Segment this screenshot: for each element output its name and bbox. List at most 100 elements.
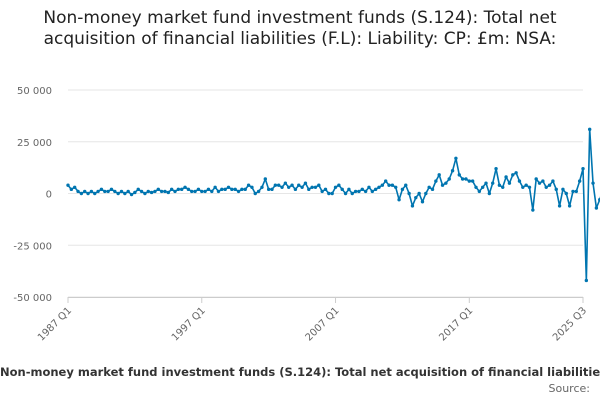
data-point[interactable] — [400, 187, 405, 192]
data-point[interactable] — [223, 187, 227, 192]
data-point[interactable] — [414, 195, 418, 200]
data-point[interactable] — [320, 189, 324, 194]
data-point[interactable] — [327, 191, 331, 196]
data-point[interactable] — [494, 166, 498, 171]
data-point[interactable] — [263, 177, 268, 181]
data-point[interactable] — [287, 185, 291, 189]
data-point[interactable] — [96, 189, 100, 194]
data-point[interactable] — [123, 191, 127, 196]
data-point[interactable] — [430, 187, 435, 192]
data-point[interactable] — [477, 189, 482, 194]
data-point[interactable] — [280, 185, 284, 189]
data-point[interactable] — [394, 185, 398, 189]
data-point[interactable] — [383, 179, 388, 183]
data-point[interactable] — [531, 208, 535, 212]
data-point[interactable] — [293, 187, 298, 192]
data-point[interactable] — [404, 183, 408, 187]
data-point[interactable] — [537, 181, 542, 185]
data-point[interactable] — [561, 187, 565, 192]
data-point[interactable] — [567, 204, 572, 208]
data-point[interactable] — [444, 181, 448, 185]
data-point[interactable] — [497, 183, 502, 187]
data-point[interactable] — [454, 156, 458, 161]
data-point[interactable] — [86, 191, 90, 196]
data-point[interactable] — [511, 173, 515, 177]
data-point[interactable] — [460, 177, 465, 181]
data-point[interactable] — [163, 189, 167, 194]
data-point[interactable] — [410, 204, 415, 208]
data-point[interactable] — [206, 187, 211, 192]
data-point[interactable] — [350, 191, 354, 196]
data-point[interactable] — [307, 187, 311, 192]
data-point[interactable] — [574, 189, 579, 194]
data-point[interactable] — [69, 187, 74, 192]
data-point[interactable] — [417, 191, 421, 196]
data-point[interactable] — [297, 183, 301, 187]
data-point[interactable] — [571, 189, 575, 194]
data-point[interactable] — [367, 185, 371, 189]
data-point[interactable] — [333, 185, 338, 189]
data-point[interactable] — [484, 181, 488, 185]
data-point[interactable] — [487, 191, 492, 196]
data-point[interactable] — [200, 189, 204, 194]
data-point[interactable] — [353, 189, 358, 194]
data-point[interactable] — [276, 183, 281, 187]
data-point[interactable] — [507, 181, 512, 185]
data-point[interactable] — [427, 185, 431, 189]
data-point[interactable] — [313, 185, 318, 189]
data-point[interactable] — [343, 191, 348, 196]
data-point[interactable] — [370, 189, 375, 194]
data-point[interactable] — [581, 166, 585, 171]
data-point[interactable] — [337, 183, 341, 187]
data-point[interactable] — [119, 189, 124, 194]
data-point[interactable] — [253, 191, 257, 196]
data-point[interactable] — [169, 187, 174, 192]
data-point[interactable] — [149, 190, 154, 195]
data-point[interactable] — [156, 187, 160, 192]
data-point[interactable] — [541, 179, 545, 183]
data-point[interactable] — [226, 185, 231, 189]
data-point[interactable] — [146, 189, 150, 194]
data-point[interactable] — [180, 187, 184, 192]
data-point[interactable] — [233, 187, 237, 192]
data-point[interactable] — [437, 173, 441, 177]
data-point[interactable] — [387, 183, 391, 187]
data-point[interactable] — [557, 204, 562, 208]
data-point[interactable] — [139, 189, 144, 194]
data-point[interactable] — [193, 189, 197, 194]
data-point[interactable] — [491, 181, 495, 185]
data-point[interactable] — [266, 187, 271, 192]
data-point[interactable] — [501, 185, 505, 189]
data-point[interactable] — [323, 187, 328, 192]
data-point[interactable] — [554, 187, 558, 192]
data-point[interactable] — [66, 183, 70, 187]
data-point[interactable] — [243, 187, 247, 192]
data-point[interactable] — [236, 189, 241, 194]
data-point[interactable] — [564, 191, 568, 196]
data-point[interactable] — [176, 187, 181, 192]
data-point[interactable] — [310, 185, 314, 189]
data-point[interactable] — [434, 179, 438, 183]
data-point[interactable] — [397, 198, 401, 202]
data-point[interactable] — [524, 183, 528, 187]
data-point[interactable] — [283, 181, 288, 185]
data-point[interactable] — [330, 191, 334, 196]
data-point[interactable] — [216, 189, 221, 194]
data-point[interactable] — [159, 189, 164, 194]
data-point[interactable] — [424, 191, 428, 196]
data-point[interactable] — [79, 191, 84, 196]
data-point[interactable] — [290, 183, 294, 187]
data-point[interactable] — [270, 187, 274, 192]
data-point[interactable] — [514, 171, 518, 175]
data-point[interactable] — [250, 185, 254, 189]
data-point[interactable] — [103, 189, 107, 194]
data-point[interactable] — [83, 189, 87, 194]
data-point[interactable] — [357, 189, 361, 194]
data-point[interactable] — [363, 189, 368, 194]
data-point[interactable] — [577, 179, 582, 183]
data-point[interactable] — [390, 183, 395, 187]
data-point[interactable] — [474, 185, 478, 189]
data-point[interactable] — [166, 190, 171, 195]
data-point[interactable] — [373, 187, 378, 192]
data-point[interactable] — [591, 181, 595, 185]
